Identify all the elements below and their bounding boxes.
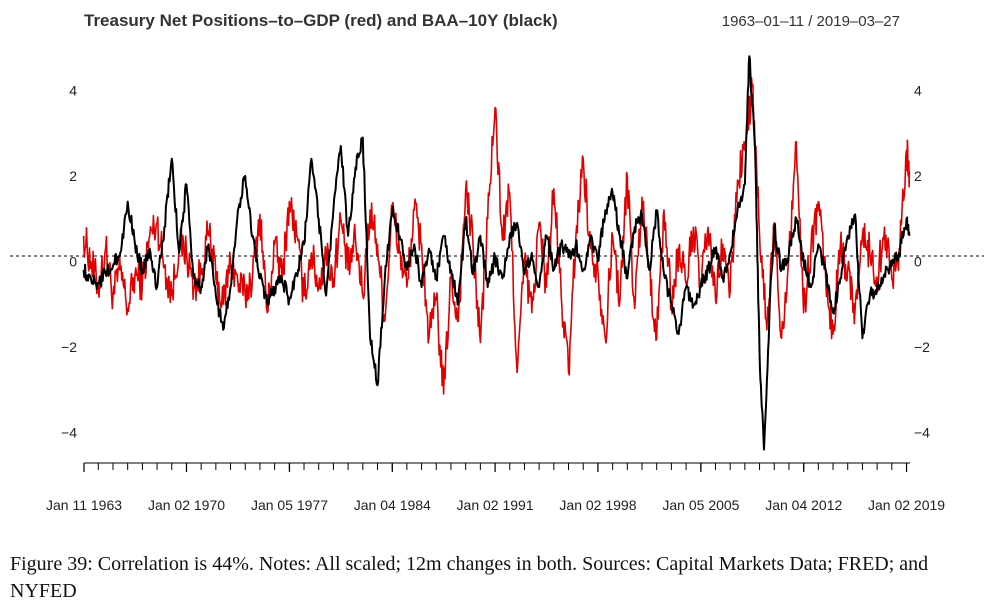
y-axis-right: −4 −2 0 2 4 xyxy=(914,82,930,440)
y-tick-label-left: 0 xyxy=(69,253,77,269)
y-tick-label-left: −2 xyxy=(61,339,77,355)
x-tick-label: Jan 02 2019 xyxy=(868,497,945,513)
y-tick-label-left: 2 xyxy=(69,168,77,184)
y-tick-label-right: −4 xyxy=(914,424,930,440)
y-tick-label-right: 2 xyxy=(914,168,922,184)
x-tick-label: Jan 04 1984 xyxy=(354,497,431,513)
y-tick-label-left: −4 xyxy=(61,424,77,440)
x-tick-label: Jan 02 1991 xyxy=(457,497,534,513)
series-layer xyxy=(82,55,911,451)
figure-caption: Figure 39: Correlation is 44%. Notes: Al… xyxy=(10,553,929,602)
y-tick-label-left: 4 xyxy=(69,82,77,98)
date-range-label: 1963–01–11 / 2019–03–27 xyxy=(722,13,900,30)
y-tick-label-right: 0 xyxy=(914,253,922,269)
x-tick-label: Jan 11 1963 xyxy=(46,497,122,513)
x-axis: Jan 11 1963 Jan 02 1970 Jan 05 1977 Jan 04 … xyxy=(46,462,945,513)
y-tick-label-right: 4 xyxy=(914,82,922,98)
y-axis-left: −4 −2 0 2 4 xyxy=(61,82,77,440)
x-tick-label: Jan 05 1977 xyxy=(251,497,328,513)
x-tick-label: Jan 04 2012 xyxy=(765,497,842,513)
x-tick-label: Jan 05 2005 xyxy=(662,497,739,513)
series-line xyxy=(82,55,911,451)
x-tick-label: Jan 02 1970 xyxy=(148,497,225,513)
x-tick-label: Jan 02 1998 xyxy=(559,497,636,513)
chart: Treasury Net Positions–to–GDP (red) and … xyxy=(10,11,984,513)
series-line xyxy=(82,77,911,395)
chart-title: Treasury Net Positions–to–GDP (red) and … xyxy=(84,11,558,30)
y-tick-label-right: −2 xyxy=(914,339,930,355)
